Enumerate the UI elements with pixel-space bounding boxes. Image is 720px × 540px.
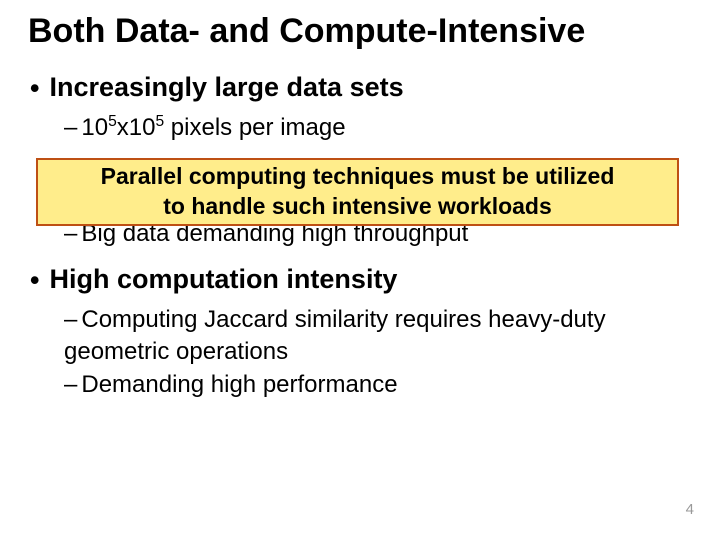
sub-bullet-hiperf: –Demanding high performance — [62, 369, 692, 401]
sup2: 5 — [155, 113, 164, 130]
sub-bullet-jaccard: –Computing Jaccard similarity requires h… — [62, 304, 692, 369]
t2: x10 — [117, 114, 156, 141]
sub-bullet-pixels: –105x105 pixels per image — [62, 112, 692, 144]
t3: pixels per image — [164, 114, 345, 141]
callout-box: Parallel computing techniques must be ut… — [36, 158, 679, 226]
t1: 10 — [81, 114, 108, 141]
bullet-high-comp: • High computation intensity — [28, 261, 692, 298]
page-number: 4 — [686, 501, 694, 518]
bullet-large-data: • Increasingly large data sets — [28, 69, 692, 106]
section-2: •High computation intensity –Computing J… — [28, 261, 692, 401]
callout-line-2: to handle such intensive workloads — [163, 192, 552, 222]
dash: – — [64, 306, 77, 333]
callout-line-1: Parallel computing techniques must be ut… — [101, 162, 615, 192]
bullet-dot: • — [30, 262, 39, 298]
slide-container: Both Data- and Compute-Intensive • Increa… — [0, 0, 720, 540]
bullet-dot: • — [30, 70, 39, 106]
dash: – — [64, 114, 77, 141]
text: Computing Jaccard similarity requires he… — [64, 306, 606, 365]
bullet-text: High computation intensity — [49, 264, 397, 294]
slide-title: Both Data- and Compute-Intensive — [28, 12, 692, 51]
text: Demanding high performance — [81, 371, 397, 398]
bullet-text: Increasingly large data sets — [49, 72, 403, 102]
dash: – — [64, 371, 77, 398]
sup1: 5 — [108, 113, 117, 130]
